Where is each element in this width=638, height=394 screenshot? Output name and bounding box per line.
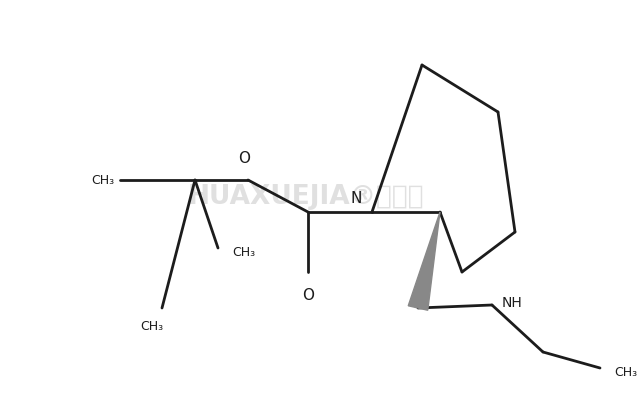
Text: N: N [351,191,362,206]
Text: CH₃: CH₃ [232,245,255,258]
Text: O: O [238,151,250,166]
Text: CH₃: CH₃ [91,173,114,186]
Text: NH: NH [502,296,523,310]
Polygon shape [408,212,440,310]
Text: CH₃: CH₃ [140,320,163,333]
Text: CH₃: CH₃ [614,366,637,379]
Text: HUAXUEJIA®化学加: HUAXUEJIA®化学加 [188,184,424,210]
Text: O: O [302,288,314,303]
